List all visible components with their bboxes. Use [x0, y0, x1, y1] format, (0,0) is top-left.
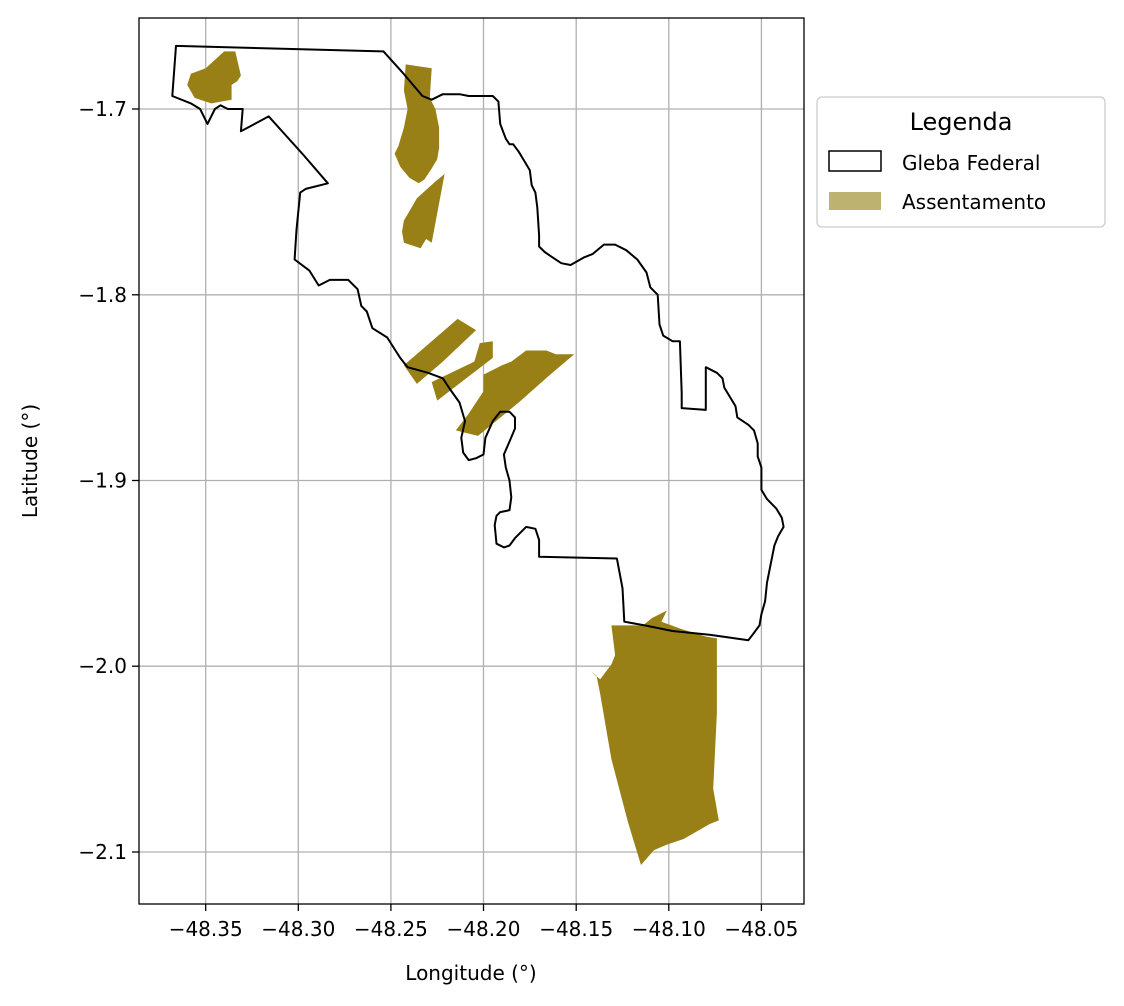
grid	[139, 18, 804, 904]
assentamento-area	[402, 174, 445, 249]
y-tick-label: −1.9	[78, 469, 127, 493]
y-tick-label: −2.0	[78, 654, 127, 678]
x-tick-label: −48.25	[354, 917, 428, 941]
x-tick-label: −48.15	[539, 917, 613, 941]
legend-label-gleba-federal: Gleba Federal	[902, 151, 1040, 175]
legend: Legenda Gleba Federal Assentamento	[816, 96, 1106, 228]
axis-ticks: −48.35 −48.30 −48.25 −48.20 −48.15 −48.10 −48.…	[78, 97, 798, 941]
y-tick-label: −1.7	[78, 97, 127, 121]
legend-swatch-assentamento	[829, 192, 881, 210]
legend-label-assentamento: Assentamento	[902, 190, 1046, 214]
legend-title: Legenda	[910, 108, 1013, 136]
x-tick-label: −48.05	[724, 917, 798, 941]
y-tick-label: −1.8	[78, 283, 127, 307]
legend-box	[816, 96, 1106, 228]
x-tick-label: −48.10	[632, 917, 706, 941]
assentamento-area	[187, 51, 241, 104]
assentamento-area	[455, 350, 575, 436]
x-tick-label: −48.30	[261, 917, 335, 941]
x-tick-label: −48.20	[446, 917, 520, 941]
assentamento-area	[394, 64, 440, 184]
y-axis-label: Latitude (°)	[18, 404, 42, 518]
assentamento-area	[591, 610, 719, 865]
legend-swatch-gleba-federal	[828, 150, 882, 172]
x-tick-label: −48.35	[169, 917, 243, 941]
assentamento-area	[403, 318, 477, 384]
map-shapes	[171, 44, 785, 865]
gleba-federal-boundary	[171, 44, 785, 642]
y-tick-label: −2.1	[78, 840, 127, 864]
plot-frame	[138, 17, 805, 905]
x-axis-label: Longitude (°)	[405, 961, 536, 985]
